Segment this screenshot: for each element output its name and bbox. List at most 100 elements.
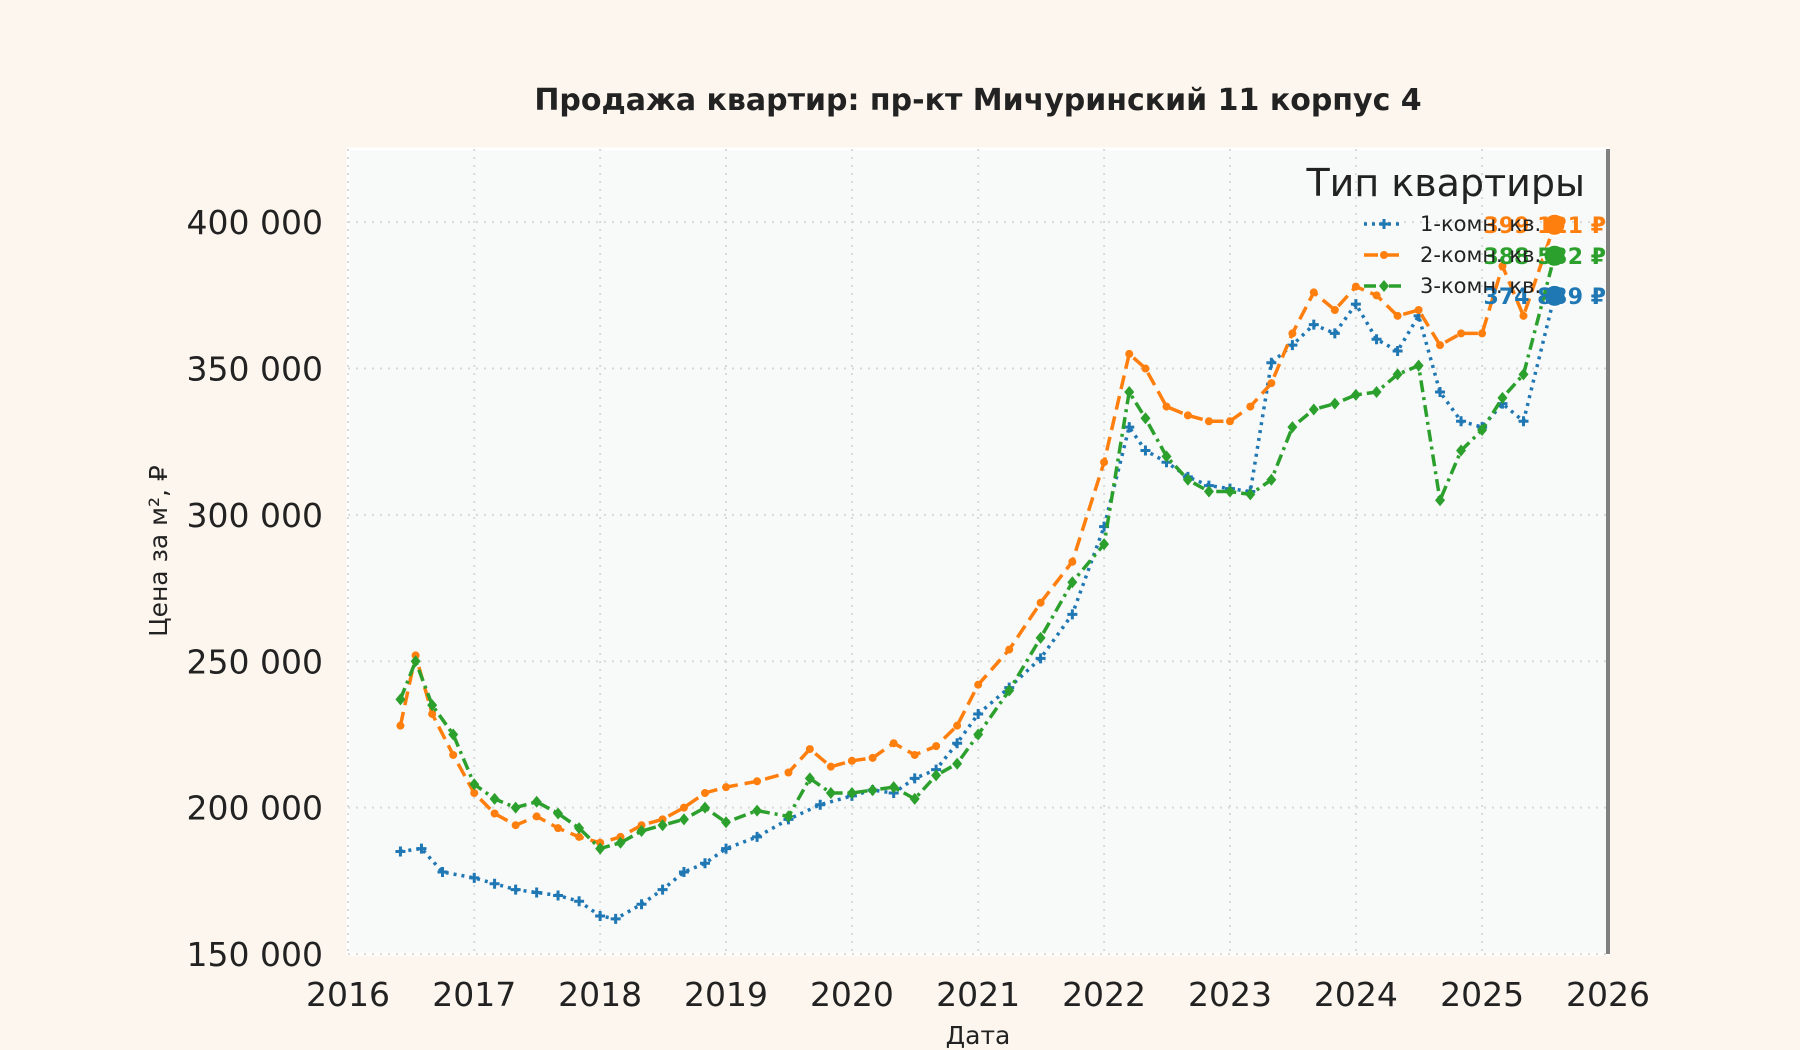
- data-point: [973, 708, 984, 719]
- end-value-labels: 374 839 ₽ 399 121 ₽ 388 532 ₽: [1484, 214, 1606, 310]
- data-point: [679, 803, 688, 812]
- data-point: [416, 843, 427, 854]
- data-point: [1099, 538, 1110, 551]
- data-point: [953, 721, 962, 730]
- data-point: [510, 801, 521, 814]
- data-point: [615, 836, 626, 849]
- data-point: [553, 890, 564, 901]
- x-tick-label: 2018: [558, 975, 642, 1014]
- data-point: [1372, 291, 1381, 300]
- y-axis-ticks: 150 000 200 000 250 000 300 000 350 000 400 0…: [187, 203, 323, 974]
- data-point: [1436, 341, 1445, 350]
- data-point: [1203, 485, 1214, 498]
- data-point: [722, 783, 731, 792]
- data-point: [1518, 416, 1529, 427]
- data-point: [1182, 473, 1193, 486]
- legend: Тип квартиры 1-комн. кв. 2-комн. кв. 3-ком…: [1305, 161, 1585, 298]
- data-point: [574, 896, 585, 907]
- series-line: [400, 295, 1557, 921]
- data-point: [910, 750, 919, 759]
- data-point: [1183, 411, 1192, 420]
- data-point: [1379, 280, 1389, 292]
- data-point: [595, 842, 606, 855]
- data-point: [1100, 458, 1109, 467]
- data-point: [511, 821, 520, 830]
- data-point: [1497, 391, 1508, 404]
- x-tick-label: 2017: [432, 975, 516, 1014]
- end-value-label: 388 532 ₽: [1484, 245, 1606, 270]
- data-point: [752, 831, 763, 842]
- data-point: [1124, 422, 1135, 433]
- data-point: [909, 792, 920, 805]
- data-point: [1379, 219, 1389, 229]
- data-point: [554, 824, 563, 833]
- data-point: [1351, 282, 1360, 291]
- data-point: [1308, 319, 1319, 330]
- data-point: [531, 795, 542, 808]
- data-point: [1140, 412, 1151, 425]
- data-point: [1456, 416, 1467, 427]
- data-point: [1140, 445, 1151, 456]
- data-point: [1161, 450, 1172, 463]
- x-tick-label: 2019: [684, 975, 768, 1014]
- data-point: [574, 822, 585, 835]
- data-point: [428, 709, 437, 718]
- data-point: [888, 781, 899, 794]
- end-value-label: 399 121 ₽: [1484, 214, 1606, 239]
- data-point: [721, 816, 732, 829]
- data-point: [1456, 444, 1467, 457]
- data-point: [396, 721, 405, 730]
- data-point: [1224, 485, 1235, 498]
- data-point: [1225, 417, 1234, 426]
- data-point: [1068, 557, 1077, 566]
- x-axis-label: Дата: [946, 1021, 1011, 1050]
- data-point: [657, 819, 668, 832]
- data-point: [1035, 631, 1046, 644]
- data-point: [721, 843, 732, 854]
- x-tick-label: 2025: [1440, 975, 1524, 1014]
- data-point: [752, 804, 763, 817]
- data-point: [1141, 364, 1150, 373]
- data-point: [1287, 340, 1298, 351]
- data-point: [1392, 368, 1403, 381]
- data-point: [1246, 402, 1255, 411]
- legend-title: Тип квартиры: [1305, 161, 1585, 205]
- data-point: [469, 778, 480, 791]
- chart-title: Продажа квартир: пр-кт Мичуринский 11 ко…: [534, 83, 1421, 118]
- y-axis-label: Цена за м², ₽: [144, 465, 173, 637]
- data-point: [1477, 424, 1488, 437]
- data-point: [931, 769, 942, 782]
- data-point: [1371, 334, 1382, 345]
- series-2: [396, 212, 1567, 847]
- data-point: [1124, 385, 1135, 398]
- data-point: [700, 789, 709, 797]
- data-point: [1329, 397, 1340, 410]
- end-value-label: 374 839 ₽: [1484, 285, 1606, 310]
- data-point: [805, 745, 814, 754]
- data-point: [1308, 403, 1319, 416]
- data-point: [1067, 609, 1078, 620]
- data-point: [395, 693, 406, 706]
- data-point: [410, 655, 421, 668]
- data-point: [437, 867, 448, 878]
- legend-entry: 2-комн. кв.: [1364, 243, 1541, 267]
- data-point: [973, 728, 984, 741]
- data-point: [1413, 359, 1424, 372]
- data-point: [1393, 311, 1402, 320]
- data-point: [610, 913, 621, 924]
- series-3: [395, 243, 1567, 855]
- data-point: [825, 787, 836, 799]
- data-point: [784, 768, 793, 777]
- data-point: [1004, 684, 1015, 697]
- data-point: [699, 858, 710, 869]
- data-point: [1287, 421, 1298, 434]
- data-point: [636, 899, 647, 910]
- data-point: [1266, 473, 1277, 486]
- data-point: [699, 801, 710, 814]
- data-point: [1125, 349, 1134, 358]
- data-point: [815, 799, 826, 810]
- legend-label: 2-комн. кв.: [1420, 243, 1541, 267]
- data-point: [783, 810, 794, 823]
